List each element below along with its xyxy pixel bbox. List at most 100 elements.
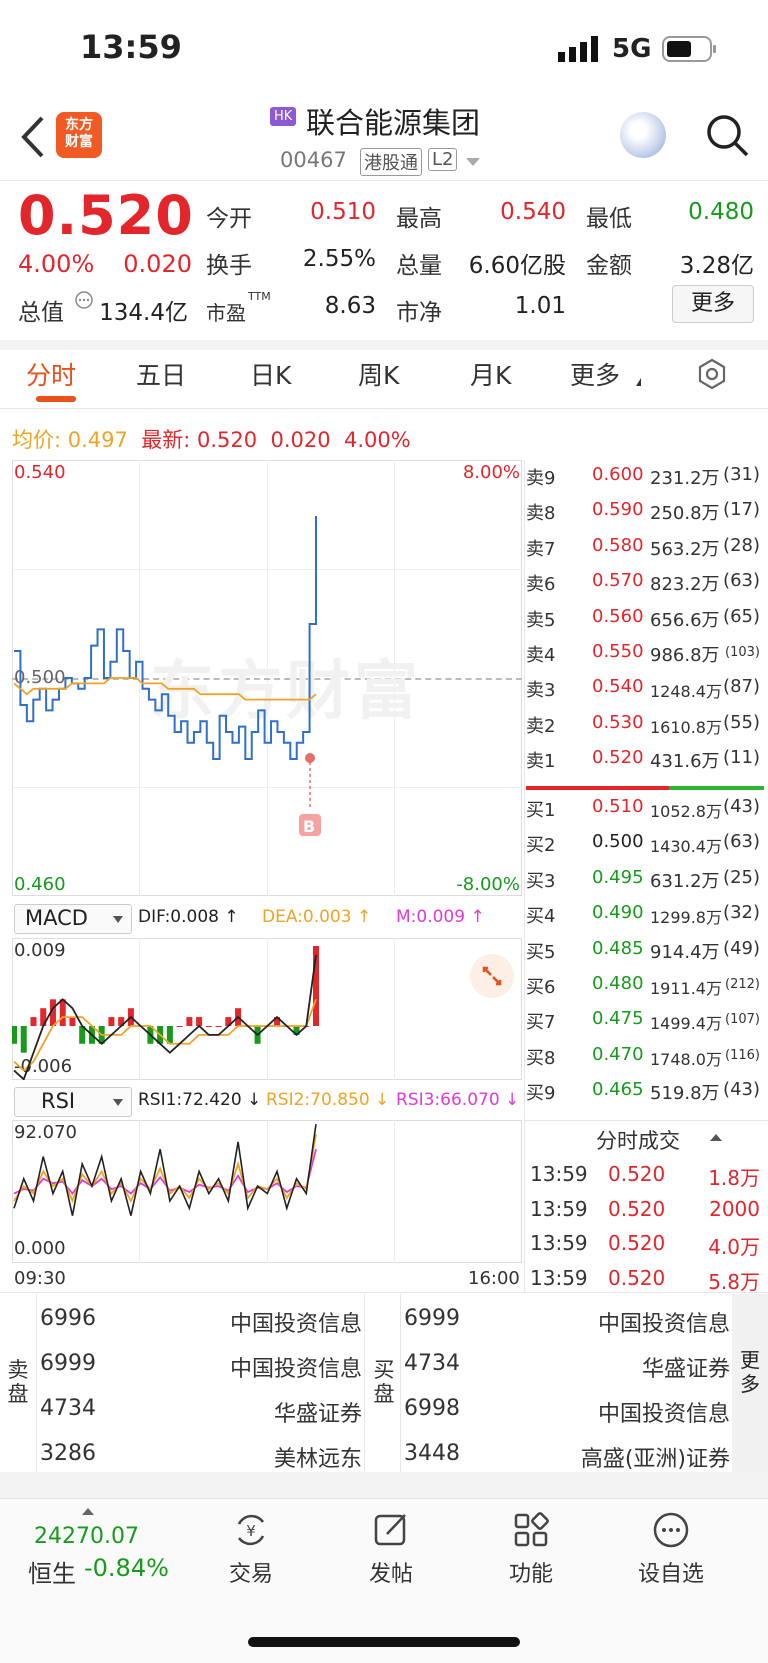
hsi-value[interactable]: 24270.07 xyxy=(34,1524,139,1549)
broker-code: 6999 xyxy=(404,1306,460,1331)
ask-count: (103) xyxy=(725,645,760,660)
bid-level: 买3 xyxy=(526,870,556,892)
low-value: 0.480 xyxy=(688,199,754,225)
tab-intraday[interactable]: 分时 xyxy=(26,361,77,390)
bid-row[interactable]: 买8 0.470 1748.0万 (116) xyxy=(526,1044,764,1079)
hsi-change[interactable]: -0.84% xyxy=(84,1554,169,1582)
sell-broker-row[interactable]: 3286 美林远东 xyxy=(40,1441,362,1472)
bid-row[interactable]: 买1 0.510 1052.8万 (43) xyxy=(526,796,764,831)
tab-daily-k[interactable]: 日K xyxy=(250,361,292,390)
sell-broker-row[interactable]: 6996 中国投资信息 xyxy=(40,1306,362,1337)
nav-trade[interactable]: ¥ 交易 xyxy=(206,1510,296,1588)
rsi-selector[interactable]: RSI xyxy=(14,1087,132,1117)
macd-bar xyxy=(186,1017,193,1026)
trade-volume: 4.0万 xyxy=(708,1235,760,1259)
sell-broker-row[interactable]: 6999 中国投资信息 xyxy=(40,1351,362,1382)
ask-row[interactable]: 卖4 0.550 986.8万 (103) xyxy=(526,641,764,676)
ask-level: 卖3 xyxy=(526,680,556,702)
nav-custom[interactable]: 设自选 xyxy=(626,1510,716,1588)
chevron-up-icon[interactable] xyxy=(710,1134,722,1141)
ask-volume: 656.6万 xyxy=(650,609,720,631)
ask-price: 0.590 xyxy=(592,499,644,521)
tab-weekly-k[interactable]: 周K xyxy=(358,361,400,390)
robot-assistant-avatar[interactable] xyxy=(620,112,666,158)
nav-functions[interactable]: 功能 xyxy=(486,1510,576,1588)
ask-row[interactable]: 卖9 0.600 231.2万 (31) xyxy=(526,464,764,499)
ask-price: 0.600 xyxy=(592,464,644,485)
ask-row[interactable]: 卖7 0.580 563.2万 (28) xyxy=(526,535,764,570)
bid-row[interactable]: 买5 0.485 914.4万 (49) xyxy=(526,938,764,973)
stock-name: 联合能源集团 xyxy=(306,106,481,140)
tab-more-caret-icon xyxy=(636,378,641,386)
latest-value: 0.520 xyxy=(197,428,258,452)
nav-post[interactable]: 发帖 xyxy=(346,1510,436,1588)
bid-count: (63) xyxy=(723,831,760,853)
gear-icon[interactable] xyxy=(696,358,728,390)
ask-row[interactable]: 卖3 0.540 1248.4万 (87) xyxy=(526,676,764,711)
tab-five-day[interactable]: 五日 xyxy=(136,361,187,390)
buy-broker-row[interactable]: 3448 高盛(亚洲)证券 xyxy=(404,1441,730,1472)
more-stats-button[interactable]: 更多 xyxy=(672,285,754,323)
bid-level: 买5 xyxy=(526,941,556,963)
edit-icon xyxy=(374,1514,406,1546)
tab-monthly-k[interactable]: 月K xyxy=(470,361,512,390)
mktcap-value: 134.4亿 xyxy=(99,300,188,326)
bid-row[interactable]: 买2 0.500 1430.4万 (63) xyxy=(526,831,764,866)
broker-more-button[interactable]: 更多 xyxy=(732,1294,768,1472)
bid-row[interactable]: 买6 0.480 1911.4万 (212) xyxy=(526,973,764,1008)
info-icon[interactable] xyxy=(74,290,94,310)
latest-pct: 4.00% xyxy=(343,428,411,452)
ask-row[interactable]: 卖1 0.520 431.6万 (11) xyxy=(526,747,764,782)
trades-title[interactable]: 分时成交 xyxy=(596,1129,680,1153)
bid-volume: 1499.4万 xyxy=(650,1014,722,1034)
broker-code: 6998 xyxy=(404,1396,460,1421)
trade-time: 13:59 xyxy=(530,1162,588,1186)
hsi-name[interactable]: 恒生 xyxy=(28,1560,76,1588)
ask-row[interactable]: 卖6 0.570 823.2万 (63) xyxy=(526,570,764,605)
chevron-up-icon[interactable] xyxy=(82,1508,94,1515)
orderbook-divider xyxy=(524,460,525,1292)
buy-broker-row[interactable]: 6999 中国投资信息 xyxy=(404,1306,730,1337)
change-percent: 4.00% xyxy=(18,250,95,278)
macd-bar xyxy=(49,999,56,1026)
turnover-label: 换手 xyxy=(206,253,252,279)
bid-row[interactable]: 买4 0.490 1299.8万 (32) xyxy=(526,902,764,937)
macd-selector-label: MACD xyxy=(25,906,88,930)
broker-code: 4734 xyxy=(40,1396,96,1421)
buy-broker-row[interactable]: 6998 中国投资信息 xyxy=(404,1396,730,1427)
amount-value: 3.28亿 xyxy=(679,253,754,279)
bid-volume: 1748.0万 xyxy=(650,1049,722,1069)
bid-count: (116) xyxy=(725,1047,760,1063)
macd-chart xyxy=(12,946,319,1080)
bid-level: 买9 xyxy=(526,1083,556,1105)
back-icon[interactable] xyxy=(16,112,52,162)
macd-selector[interactable]: MACD xyxy=(14,904,132,934)
bid-price: 0.500 xyxy=(592,831,644,853)
sell-broker-row[interactable]: 4734 华盛证券 xyxy=(40,1396,362,1427)
bid-row[interactable]: 买9 0.465 519.8万 (43) xyxy=(526,1079,764,1114)
pb-value: 1.01 xyxy=(514,293,566,319)
ask-price: 0.580 xyxy=(592,534,644,556)
ask-row[interactable]: 卖5 0.560 656.6万 (65) xyxy=(526,606,764,641)
bid-row[interactable]: 买7 0.475 1499.4万 (107) xyxy=(526,1008,764,1043)
expand-icon[interactable] xyxy=(470,954,514,998)
ask-row[interactable]: 卖8 0.590 250.8万 (17) xyxy=(526,499,764,534)
bid-count: (43) xyxy=(723,1079,760,1101)
broker-code: 3286 xyxy=(40,1441,96,1466)
open-value: 0.510 xyxy=(310,199,376,225)
chevron-down-icon[interactable] xyxy=(466,158,480,166)
broker-name: 华盛证券 xyxy=(273,1402,362,1427)
bid-count: (212) xyxy=(725,977,760,992)
price-axis-mid: 0.500 xyxy=(14,667,66,688)
bottom-nav xyxy=(0,1498,768,1663)
bid-level: 买6 xyxy=(526,977,556,998)
bid-row[interactable]: 买3 0.495 631.2万 (25) xyxy=(526,867,764,902)
avg-value: 0.497 xyxy=(67,428,128,452)
ask-bid-ratio-bar xyxy=(526,786,764,790)
buy-broker-row[interactable]: 4734 华盛证券 xyxy=(404,1351,730,1382)
bid-level: 买4 xyxy=(526,906,556,928)
ask-row[interactable]: 卖2 0.530 1610.8万 (55) xyxy=(526,712,764,747)
open-label: 今开 xyxy=(206,206,252,232)
search-icon[interactable] xyxy=(704,112,750,158)
tab-more[interactable]: 更多 xyxy=(570,361,621,390)
